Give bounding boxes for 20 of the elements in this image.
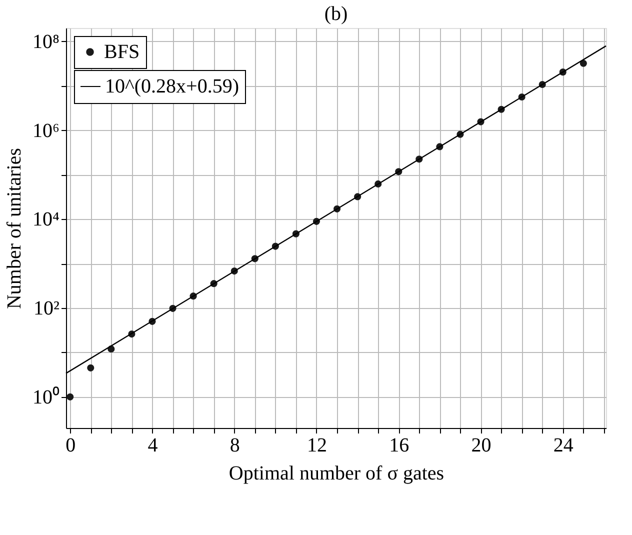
x-tick-label: 24 — [553, 434, 574, 456]
x-tick-label: 0 — [66, 434, 76, 456]
legend-label: 10^(0.28x+0.59) — [105, 76, 239, 98]
y-tick-label: 10⁸ — [32, 30, 60, 53]
x-tick-label: 8 — [230, 434, 240, 456]
y-tick-label: 10⁶ — [32, 120, 60, 142]
x-axis-title: Optimal number of σ gates — [228, 462, 444, 484]
y-tick-label: 10⁴ — [32, 208, 60, 231]
point — [87, 364, 94, 372]
x-tick-label: 20 — [471, 434, 492, 456]
y-axis-title: Number of unitaries — [4, 148, 26, 310]
point — [66, 393, 74, 400]
y-tick-label: 10⁰ — [32, 385, 60, 408]
legend-label: BFS — [104, 41, 140, 63]
x-tick-label: 16 — [389, 434, 410, 456]
x-tick-label: 4 — [148, 434, 158, 456]
point — [580, 60, 587, 67]
chart-title: (b) — [324, 3, 348, 25]
y-tick-label: 10² — [34, 298, 60, 320]
x-tick-label: 12 — [306, 434, 327, 456]
